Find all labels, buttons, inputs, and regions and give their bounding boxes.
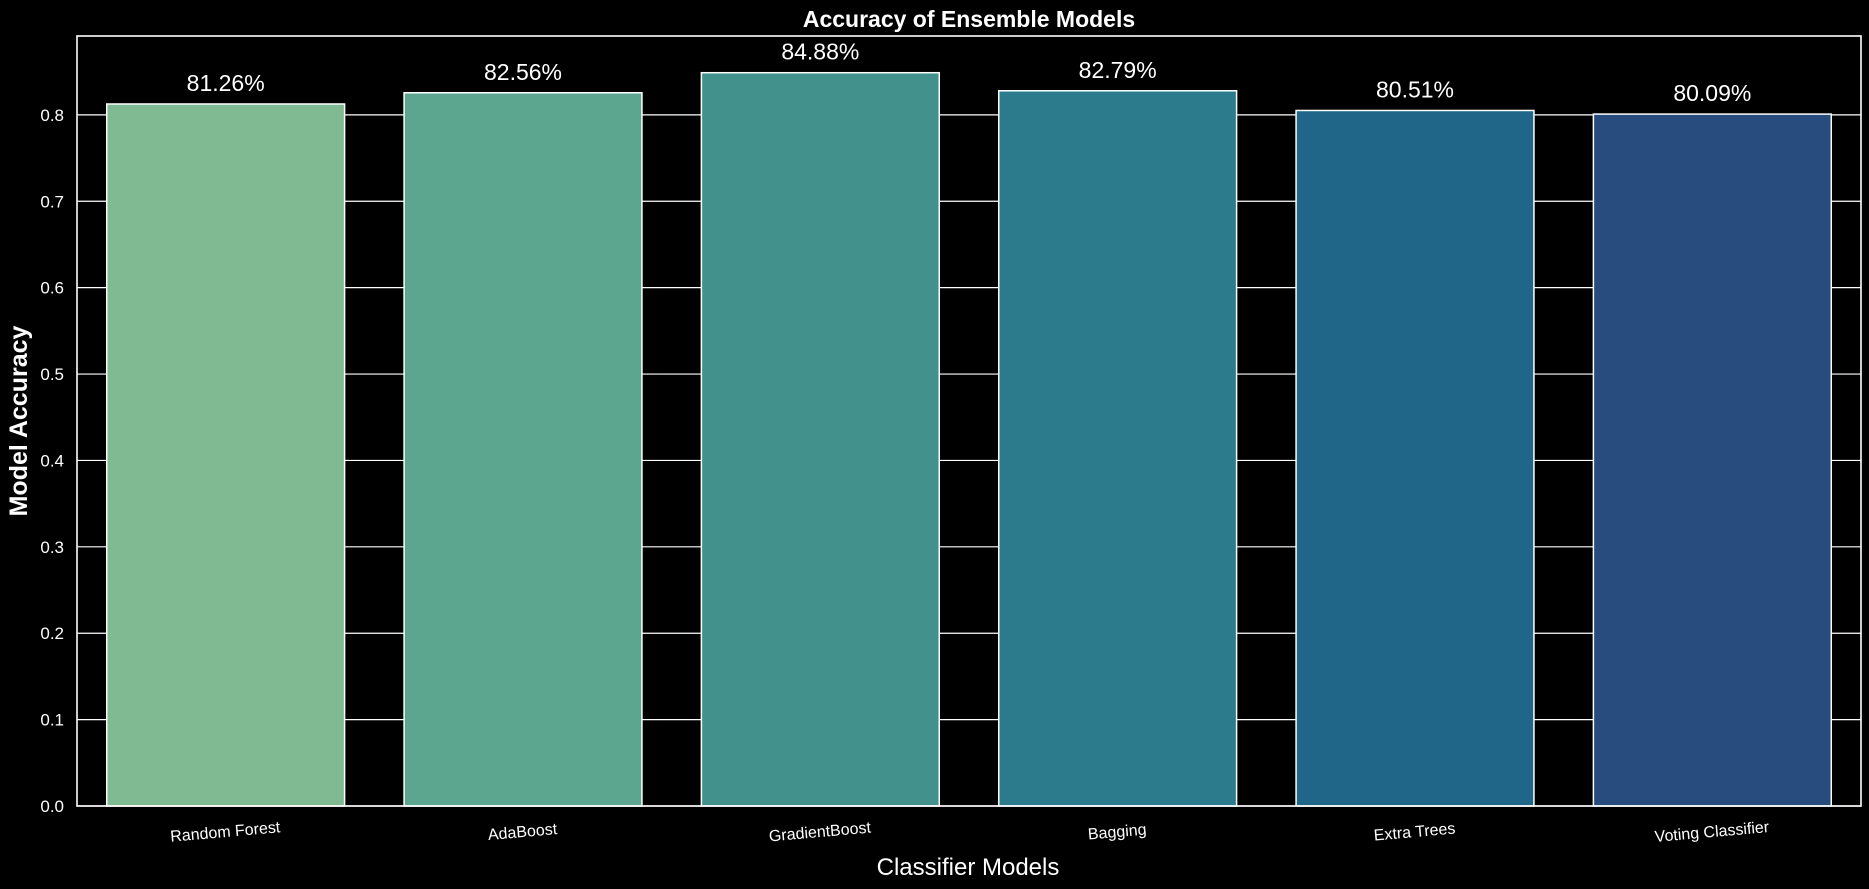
x-axis-title: Classifier Models <box>877 854 1060 881</box>
bar-adaboost <box>403 92 643 807</box>
y-tick-label: 0.0 <box>40 797 64 816</box>
y-tick-label: 0.3 <box>40 538 64 557</box>
bar-voting-classifier <box>1592 113 1833 807</box>
bar-value-label: 84.88% <box>781 39 859 65</box>
bar-value-label: 80.09% <box>1673 80 1751 106</box>
y-axis-ticks: 0.0 0.1 0.2 0.3 0.4 0.5 0.6 0.7 0.8 <box>40 106 64 816</box>
bar-value-label: 81.26% <box>187 70 265 96</box>
bar-random-forest <box>105 103 346 807</box>
x-tick-label: Bagging <box>1087 821 1147 843</box>
bar-value-label: 82.56% <box>484 59 562 85</box>
y-tick-label: 0.8 <box>40 106 64 125</box>
plot-frame <box>76 35 1862 807</box>
y-tick-label: 0.5 <box>40 365 64 384</box>
data-labels: 81.26% 82.56% 84.88% 82.79% 80.51% 80.09% <box>187 39 1752 106</box>
y-tick-label: 0.4 <box>40 451 64 470</box>
bar-value-label: 80.51% <box>1376 76 1454 102</box>
bar-gradientboost <box>700 71 941 807</box>
y-axis-title: Model Accuracy <box>5 326 33 517</box>
chart-title: Accuracy of Ensemble Models <box>803 6 1135 32</box>
x-tick-label: AdaBoost <box>487 821 558 844</box>
bars <box>105 71 1833 807</box>
y-tick-label: 0.6 <box>40 279 64 298</box>
bar-extra-trees <box>1295 109 1535 807</box>
y-tick-label: 0.1 <box>40 711 64 730</box>
y-tick-label: 0.2 <box>40 624 64 643</box>
bar-value-label: 82.79% <box>1079 57 1157 83</box>
y-tick-label: 0.7 <box>40 192 64 211</box>
bar-bagging <box>997 90 1238 807</box>
